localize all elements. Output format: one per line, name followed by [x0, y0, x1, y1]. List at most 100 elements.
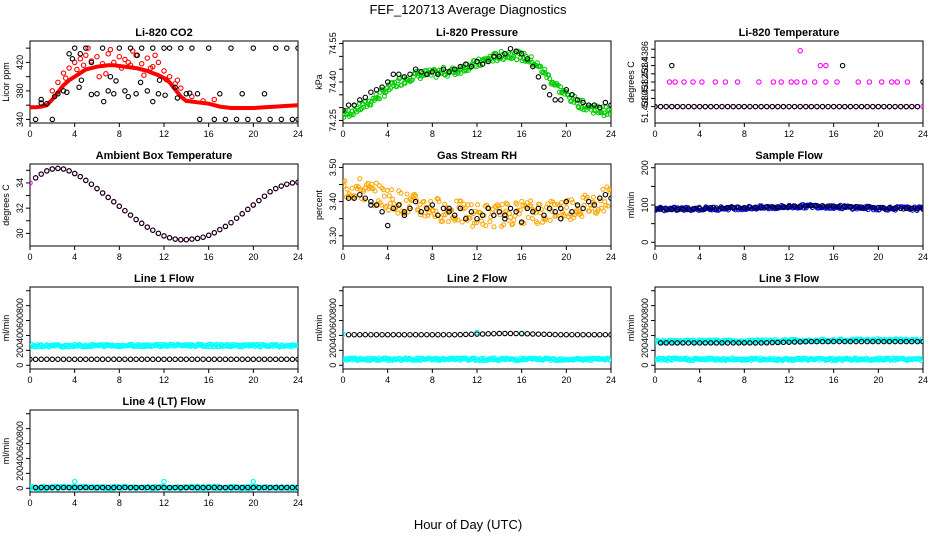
data-point [66, 484, 72, 491]
x-tick-label: 4 [697, 129, 702, 139]
data-point [343, 178, 348, 184]
data-point [549, 209, 555, 214]
data-point [909, 103, 915, 110]
panel-title: Ambient Box Temperature [96, 150, 233, 162]
data-point [379, 202, 384, 208]
data-point [479, 331, 486, 337]
data-point [172, 84, 178, 91]
data-point [558, 331, 564, 338]
series-cyan_band [30, 341, 298, 350]
data-point [881, 205, 887, 211]
data-point [385, 82, 391, 88]
data-point [376, 96, 382, 102]
data-point [502, 215, 508, 222]
data-point [842, 338, 848, 345]
data-point [463, 331, 469, 338]
data-point [384, 222, 391, 229]
data-point [222, 223, 229, 230]
data-point [451, 66, 458, 72]
data-point [446, 205, 452, 212]
data-point [724, 340, 731, 346]
data-point [133, 484, 139, 491]
data-point [597, 331, 603, 338]
data-point [858, 204, 865, 210]
data-point [747, 103, 753, 110]
y-axis-label: degrees C [1, 184, 11, 226]
data-point [734, 79, 741, 85]
x-tick-label: 16 [204, 252, 214, 262]
data-point [375, 358, 381, 363]
data-point [412, 66, 419, 72]
data-point [289, 356, 296, 363]
plot-area [655, 336, 923, 364]
data-point [724, 103, 731, 110]
data-point [122, 207, 128, 214]
data-point [808, 103, 815, 110]
panel-title: Li-820 CO2 [135, 27, 192, 39]
data-point [539, 69, 545, 75]
data-point [501, 222, 506, 228]
data-point [150, 356, 156, 363]
data-point [155, 230, 162, 237]
data-point [376, 183, 382, 189]
data-point [836, 338, 843, 345]
data-point [608, 357, 611, 363]
data-point [189, 236, 195, 242]
data-point [581, 202, 587, 208]
data-point [819, 103, 826, 110]
y-axis-label: ml/min [626, 192, 636, 219]
data-point [66, 65, 72, 71]
data-point [830, 103, 837, 110]
data-point [272, 484, 279, 491]
data-point [55, 79, 61, 86]
panel-title: Line 1 Flow [134, 273, 194, 285]
data-point [261, 484, 268, 491]
data-point [752, 340, 759, 346]
data-point [870, 338, 876, 345]
data-point [407, 331, 413, 338]
data-point [858, 338, 865, 345]
data-point [88, 91, 95, 98]
data-point [468, 331, 475, 338]
data-point [674, 340, 681, 346]
data-point [507, 205, 514, 212]
data-point [424, 71, 430, 78]
data-point [730, 204, 736, 211]
data-point [49, 116, 56, 123]
data-point [791, 339, 798, 345]
data-point [278, 484, 285, 491]
data-point [433, 208, 439, 214]
y-tick-label: 3.40 [328, 193, 338, 211]
x-tick-label: 16 [204, 498, 214, 508]
data-point [535, 221, 540, 226]
data-point [373, 180, 379, 186]
data-point [518, 219, 525, 225]
x-tick-label: 12 [784, 252, 794, 262]
data-point [808, 338, 815, 345]
y-tick-label: 32 [15, 203, 25, 213]
x-tick-label: 24 [918, 252, 928, 262]
data-point [394, 84, 399, 90]
data-point [122, 356, 128, 363]
data-point [680, 206, 686, 212]
data-point [359, 196, 365, 202]
x-tick-label: 8 [742, 129, 747, 139]
data-point [127, 45, 134, 51]
data-point [222, 484, 229, 491]
x-tick-label: 0 [340, 129, 345, 139]
data-point [278, 183, 285, 189]
data-point [396, 331, 402, 338]
y-tick-label: 30 [15, 228, 25, 238]
data-point [920, 355, 923, 361]
panel-title: Line 3 Flow [759, 273, 819, 285]
data-point [730, 103, 736, 110]
data-point [155, 484, 162, 491]
data-point [183, 236, 190, 243]
data-point [407, 71, 413, 78]
data-point [272, 356, 279, 363]
y-tick-label: 100 [640, 197, 650, 212]
data-point [576, 105, 582, 111]
data-point [836, 203, 843, 210]
data-point [713, 205, 720, 211]
